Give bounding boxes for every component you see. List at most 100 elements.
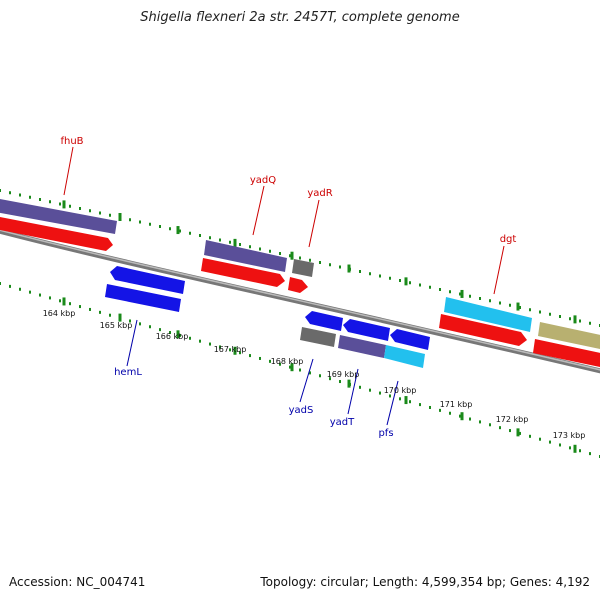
forward-track-dot — [19, 193, 21, 197]
map-title: Shigella flexneri 2a str. 2457T, complet… — [140, 10, 460, 25]
reverse-major-tick — [290, 363, 294, 372]
reverse-track-dot — [589, 452, 591, 456]
reverse-track-dot — [549, 440, 551, 444]
tick-label-169: 169 kbp — [327, 370, 360, 379]
reverse-track-dot — [9, 284, 11, 288]
cds-fhuB-arrow[interactable] — [0, 216, 113, 251]
reverse-major-tick — [516, 428, 520, 437]
gene-label-yadR[interactable]: yadR — [307, 188, 332, 199]
gene-dgt-feature[interactable] — [444, 297, 532, 332]
forward-track-dot — [299, 256, 301, 260]
forward-track-dot — [479, 297, 481, 300]
tick-label-167: 167 kbp — [214, 345, 247, 354]
cds-yadT-arrow[interactable] — [343, 319, 390, 341]
reverse-track-dot — [189, 336, 191, 340]
gene-yadR-feature[interactable] — [292, 259, 314, 277]
backbone — [0, 228, 600, 374]
reverse-track-dot — [509, 429, 511, 433]
cds-hemL-arrow-2[interactable] — [105, 284, 181, 312]
gene-yadT-feature[interactable] — [338, 335, 386, 358]
reverse-track-dot — [29, 290, 31, 294]
reverse-track-dot — [19, 287, 21, 291]
reverse-track-dot — [269, 359, 271, 363]
gene-yadQ-feature[interactable] — [204, 240, 287, 272]
forward-track-dot — [579, 319, 581, 323]
cds-hemL-arrow-1[interactable] — [110, 266, 185, 294]
forward-track-dot — [229, 240, 231, 244]
gene-label-yadS[interactable]: yadS — [289, 405, 314, 416]
reverse-track-dot — [479, 420, 481, 424]
gene-label-yadT[interactable]: yadT — [330, 417, 355, 428]
gene-label-yadQ[interactable]: yadQ — [250, 175, 276, 186]
cds-pfs-arrow[interactable] — [390, 329, 430, 350]
reverse-track-dot — [139, 322, 141, 326]
forward-major-tick — [347, 264, 351, 273]
reverse-track-dot — [309, 371, 311, 375]
reverse-track-dot — [529, 434, 531, 438]
cds-yadR-arrow[interactable] — [288, 277, 308, 293]
forward-track-dot — [419, 283, 421, 287]
forward-track-dot — [489, 299, 491, 303]
forward-track-dot — [199, 234, 201, 237]
reverse-track-dot — [289, 365, 291, 369]
forward-track-dot — [589, 321, 591, 325]
tick-label-166: 166 kbp — [156, 332, 189, 341]
forward-track-dot — [319, 261, 321, 264]
reverse-track-dot — [79, 305, 81, 309]
gene-yadS-feature[interactable] — [300, 327, 336, 347]
forward-track-dot — [9, 191, 11, 195]
forward-major-tick — [233, 238, 237, 247]
gene-label-fhuB[interactable]: fhuB — [60, 136, 83, 147]
forward-track-dots — [0, 189, 600, 327]
forward-track-dot — [99, 211, 101, 215]
reverse-track-dot — [49, 296, 51, 300]
gene-pfs-feature[interactable] — [384, 345, 425, 368]
reverse-major-tick — [233, 346, 237, 355]
forward-track-dot — [509, 303, 511, 307]
gene-label-pfs[interactable]: pfs — [378, 428, 393, 439]
forward-track-dot — [569, 317, 571, 321]
forward-track-dot — [389, 276, 391, 280]
reverse-track-dot — [379, 391, 381, 395]
reverse-major-tick — [347, 379, 351, 388]
cds-yadS-arrow[interactable] — [305, 311, 343, 331]
reverse-track-dot — [319, 374, 321, 378]
reverse-track-dot — [359, 385, 361, 389]
forward-track-dot — [269, 249, 271, 253]
forward-track-dot — [529, 308, 531, 312]
forward-track-dot — [239, 243, 241, 246]
reverse-track-dot — [399, 397, 401, 401]
cds-yadQ-arrow[interactable] — [201, 258, 285, 287]
gene-fhuB-feature[interactable] — [0, 198, 117, 234]
forward-major-tick — [460, 289, 464, 298]
reverse-track-dot — [249, 354, 251, 358]
reverse-track-dot — [439, 408, 441, 412]
reverse-track-dot — [109, 313, 111, 317]
forward-track-dot — [179, 229, 181, 233]
forward-track-dot — [429, 285, 431, 289]
forward-track-dot — [459, 292, 461, 296]
reverse-track-dot — [239, 351, 241, 355]
forward-track-dot — [49, 200, 51, 204]
forward-track-dot — [189, 231, 191, 235]
forward-track-dot — [149, 222, 151, 226]
forward-track-dot — [379, 274, 381, 278]
gene-olive-feature[interactable] — [538, 322, 600, 350]
forward-major-tick — [176, 226, 180, 235]
forward-track-dot — [159, 225, 161, 228]
forward-track-dot — [499, 301, 501, 305]
gene-label-hemL[interactable]: hemL — [114, 367, 142, 378]
reverse-track-dot — [299, 368, 301, 372]
scale-ticks — [62, 200, 577, 453]
forward-track-dot — [369, 272, 371, 276]
forward-major-tick — [516, 302, 520, 311]
cds-dgt-arrow[interactable] — [439, 314, 527, 346]
tick-label-170: 170 kbp — [384, 386, 417, 395]
cds-olive-arrow[interactable] — [533, 339, 600, 368]
reverse-track-dot — [339, 380, 341, 384]
reverse-track-dot — [499, 426, 501, 430]
gene-label-dgt[interactable]: dgt — [500, 234, 517, 245]
forward-track-dot — [209, 236, 211, 240]
forward-track-dot — [309, 258, 311, 262]
reverse-track-dot — [99, 310, 101, 314]
